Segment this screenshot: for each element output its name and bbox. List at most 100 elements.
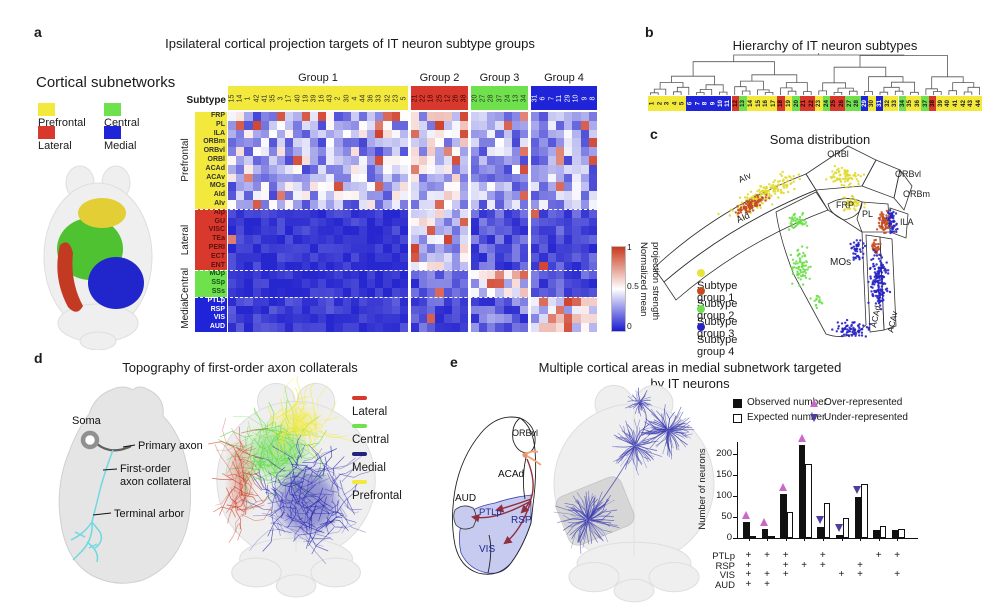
- heatmap-cell: [572, 252, 581, 262]
- heatmap-cell: [588, 208, 597, 218]
- heatmap-cell: [285, 147, 294, 156]
- heatmap-cell: [293, 235, 302, 244]
- heatmap-group-grid: [471, 112, 528, 332]
- over-represented-label: Over-represented: [824, 397, 903, 408]
- heatmap-cell: [334, 235, 343, 244]
- heatmap-cell: [228, 296, 237, 306]
- heatmap-cell: [531, 112, 540, 121]
- collateral-legend-item: Central: [352, 422, 389, 446]
- heatmap-cell: [411, 261, 420, 271]
- x-tick: [785, 538, 787, 541]
- heatmap-cell: [367, 112, 376, 121]
- heatmap-cell: [503, 252, 512, 262]
- heatmap-cell: [539, 164, 548, 174]
- row-label: FRP: [195, 112, 227, 121]
- group-title: Group 4: [544, 72, 584, 84]
- heatmap-cell: [495, 226, 504, 236]
- heatmap-cell: [285, 261, 294, 271]
- heatmap-cell: [503, 208, 512, 218]
- dendrogram-leaf: 1: [648, 96, 656, 111]
- heatmap-cell: [326, 199, 335, 209]
- heatmap-cell: [399, 199, 408, 209]
- heatmap-cell: [547, 323, 556, 332]
- heatmap-cell: [342, 296, 351, 306]
- heatmap-cell: [495, 155, 504, 165]
- heatmap-cell: [539, 296, 548, 306]
- heatmap-cell: [358, 235, 368, 244]
- heatmap-cell: [334, 252, 343, 262]
- heatmap-cell: [555, 252, 564, 262]
- heatmap-cell: [268, 305, 278, 315]
- region-label-aiv: AIv: [737, 170, 753, 185]
- heatmap-cell: [471, 199, 480, 209]
- heatmap-cell: [511, 120, 520, 130]
- heatmap-cell: [285, 270, 294, 280]
- heatmap-cell: [228, 147, 237, 156]
- heatmap-cell: [547, 199, 556, 209]
- heatmap-cell: [580, 120, 589, 130]
- heatmap-cell: [555, 138, 564, 148]
- heatmap-cell: [479, 112, 488, 121]
- heatmap-cell: [342, 155, 351, 165]
- heatmap-cell: [334, 112, 343, 121]
- subtype-number: 22: [419, 94, 427, 102]
- heatmap-cell: [539, 129, 548, 139]
- heatmap-cell: [268, 120, 278, 130]
- group-separator-line: [195, 270, 597, 272]
- group-title: Group 3: [479, 72, 520, 84]
- dendrogram-leaf: 13: [739, 96, 747, 111]
- heatmap-cell: [471, 120, 480, 130]
- heatmap-cell: [342, 279, 351, 288]
- heatmap-cell: [277, 182, 286, 192]
- heatmap-cell: [531, 182, 540, 192]
- dendrogram-leaf: 5: [678, 96, 686, 111]
- heatmap-cell: [285, 252, 294, 262]
- heatmap-cell: [358, 217, 368, 227]
- heatmap-cell: [236, 112, 245, 121]
- heatmap-cell: [471, 287, 480, 297]
- heatmap-cell: [419, 191, 428, 200]
- axon-schematic: Soma Primary axon First-order axon colla…: [58, 386, 203, 584]
- heatmap-cell: [268, 243, 278, 253]
- heatmap-cell: [539, 279, 548, 288]
- heatmap-cell: [411, 235, 420, 244]
- heatmap-cell: [555, 191, 564, 200]
- heatmap-cell: [435, 323, 444, 332]
- heatmap-cell: [383, 147, 392, 156]
- heatmap-cell: [531, 314, 540, 324]
- heatmap-cell: [252, 314, 261, 324]
- heatmap-cell: [375, 287, 384, 297]
- group-title: Group 2: [419, 72, 460, 84]
- heatmap-cell: [427, 235, 436, 244]
- heatmap-cell: [495, 147, 504, 156]
- heatmap-cell: [588, 270, 597, 280]
- heatmap-cell: [479, 261, 488, 271]
- heatmap-cell: [309, 138, 318, 148]
- heatmap-cell: [572, 199, 581, 209]
- heatmap-cell: [350, 287, 359, 297]
- subtype-number: 30: [343, 94, 351, 102]
- heatmap-cell: [419, 261, 428, 271]
- heatmap-cell: [391, 287, 400, 297]
- heatmap-cell: [326, 270, 335, 280]
- axon-arbor-cluster: [612, 418, 663, 476]
- heatmap-cell: [244, 314, 253, 324]
- heatmap-cell: [459, 261, 468, 271]
- heatmap-cell: [309, 252, 318, 262]
- heatmap-cell: [268, 112, 278, 121]
- heatmap-cell: [285, 129, 294, 139]
- heatmap-cell: [285, 208, 294, 218]
- heatmap-cell: [383, 270, 392, 280]
- heatmap-cell: [487, 217, 496, 227]
- heatmap-cell: [495, 208, 504, 218]
- heatmap-cell: [503, 155, 512, 165]
- heatmap-cell: [487, 323, 496, 332]
- heatmap-cell: [391, 270, 400, 280]
- heatmap-cell: [555, 261, 564, 271]
- heatmap-cell: [375, 199, 384, 209]
- dendrogram-leaf: 24: [822, 96, 831, 111]
- heatmap-cell: [383, 287, 392, 297]
- y-tick-label: 0: [726, 532, 732, 543]
- heatmap-cell: [252, 243, 261, 253]
- heatmap-cell: [342, 173, 351, 183]
